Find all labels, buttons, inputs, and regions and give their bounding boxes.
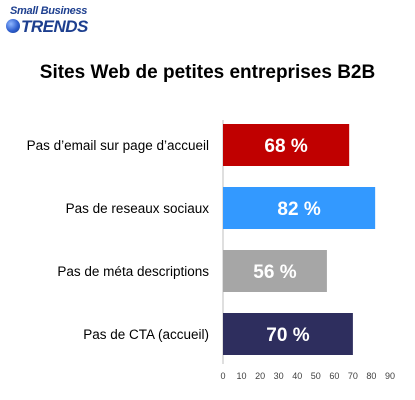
- x-tick-label-0: 0: [220, 371, 225, 381]
- chart-title: Sites Web de petites entreprises B2B: [39, 62, 376, 83]
- data-label-1: 68 %: [264, 136, 307, 157]
- bar-1: [223, 124, 350, 166]
- x-tick-label-40: 40: [292, 371, 302, 381]
- category-label-4: Pas de CTA (accueil): [83, 327, 209, 342]
- x-tick-label-90: 90: [385, 371, 395, 381]
- globe-icon: [6, 19, 20, 33]
- logo-text-small-business: Small Business: [10, 5, 88, 17]
- data-label-3: 56 %: [253, 262, 296, 283]
- data-label-2: 82 %: [277, 199, 320, 220]
- category-label-3: Pas de méta descriptions: [57, 264, 209, 279]
- bar-2: [223, 187, 376, 229]
- data-label-4: 70 %: [266, 325, 309, 346]
- category-label-1: Pas d’email sur page d’accueil: [27, 138, 209, 153]
- x-tick-label-10: 10: [237, 371, 247, 381]
- logo: Small Business TRENDS: [6, 5, 90, 37]
- bar-4: [223, 313, 353, 355]
- x-tick-label-50: 50: [311, 371, 321, 381]
- x-tick-label-80: 80: [366, 371, 376, 381]
- x-tick-label-20: 20: [255, 371, 265, 381]
- bar-3: [223, 250, 327, 292]
- x-tick-label-30: 30: [274, 371, 284, 381]
- x-tick-label-70: 70: [348, 371, 358, 381]
- category-label-2: Pas de reseaux sociaux: [66, 201, 210, 216]
- x-tick-label-60: 60: [329, 371, 339, 381]
- logo-text-trends: TRENDS: [21, 17, 88, 36]
